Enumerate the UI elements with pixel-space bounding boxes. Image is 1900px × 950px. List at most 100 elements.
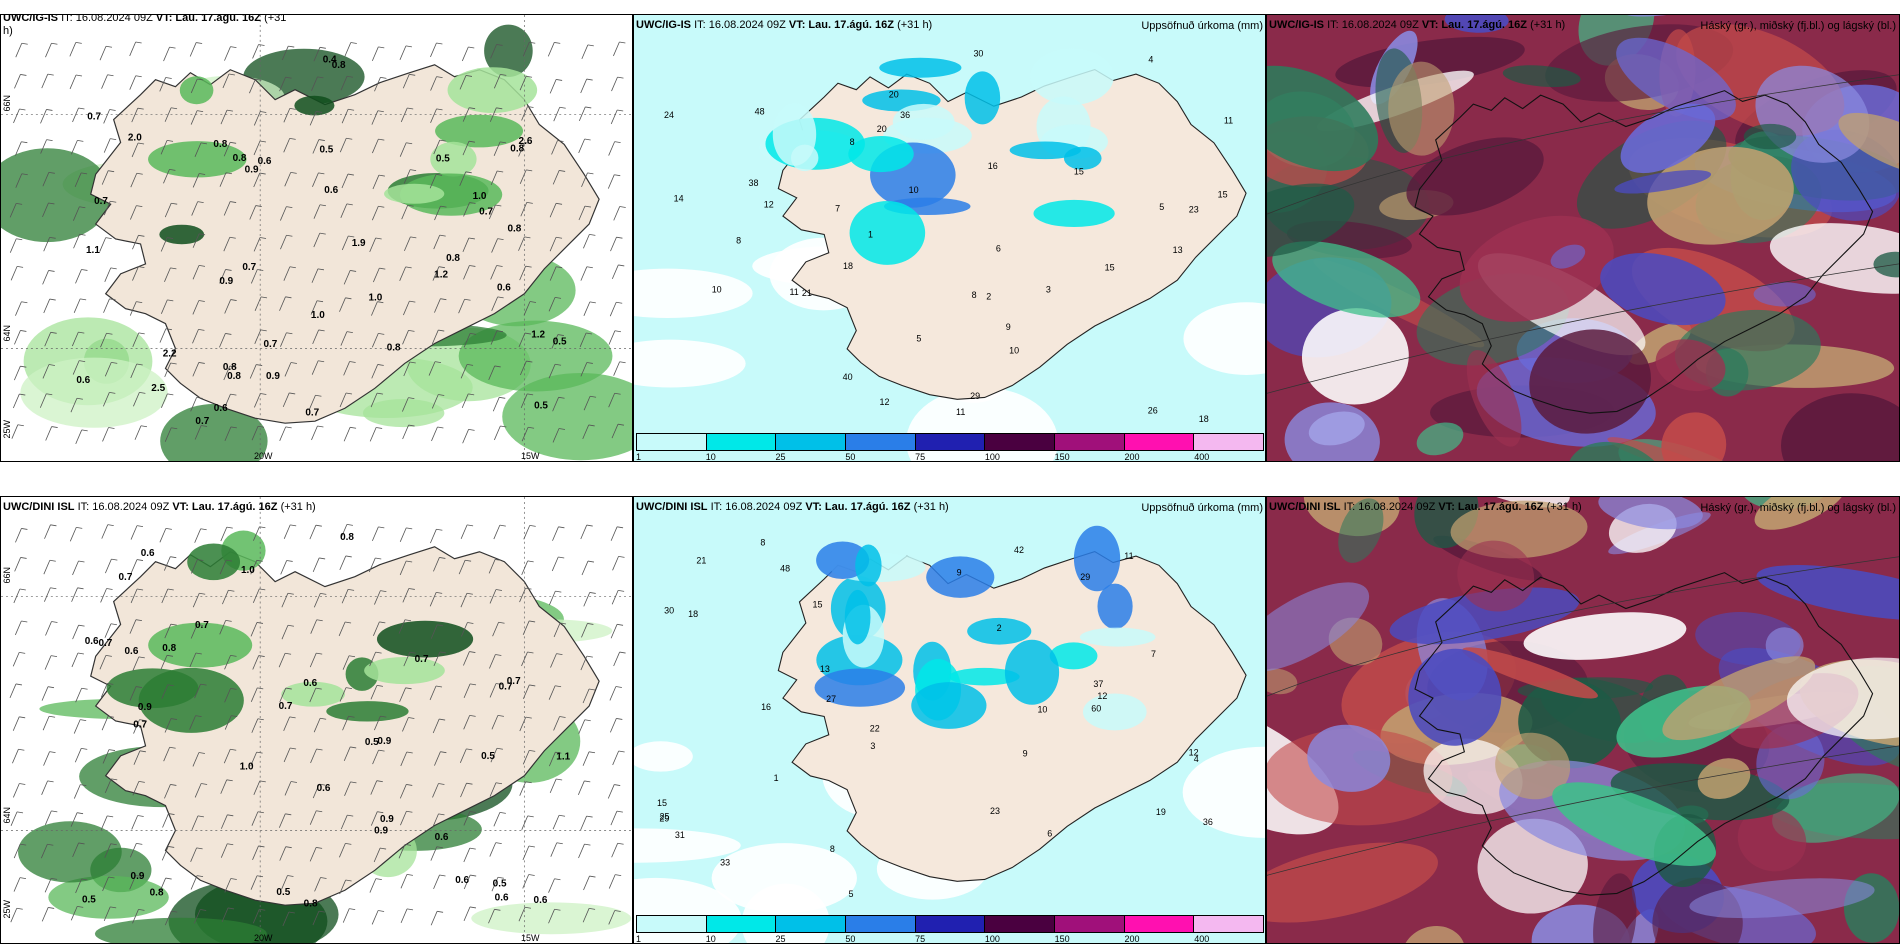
precip-value-label: 0.8 (507, 224, 521, 235)
wind-barb (371, 333, 385, 348)
precip-amount-label: 18 (843, 261, 853, 271)
precip-value-label: 0.8 (304, 898, 318, 909)
dry-area (634, 741, 693, 772)
wind-barb (608, 141, 621, 156)
wind-barb (250, 687, 264, 702)
wind-barb (224, 715, 238, 730)
wind-barb (583, 301, 596, 316)
wind-barb (403, 361, 416, 377)
wind-barb (371, 205, 385, 221)
wind-barb (190, 847, 203, 862)
cloud-header-top: UWC/IG-IS IT: 16.08.2024 09Z VT: Lau. 17… (1269, 19, 1565, 32)
valid-time: VT: Lau. 17.ágú. 16Z (155, 14, 261, 24)
wind-barb (72, 842, 85, 858)
wind-barb (251, 425, 265, 441)
precip-title-bottom: Uppsöfnuð úrkoma (mm) (1141, 502, 1263, 514)
wind-barb (434, 751, 447, 766)
precip-amount-label: 5 (849, 889, 854, 899)
wind-barb (223, 141, 237, 157)
wind-barb (282, 392, 296, 408)
colorbar-swatch (915, 916, 986, 932)
wind-barb (613, 651, 626, 667)
wind-barb (369, 237, 382, 253)
precip-amount-label: 13 (1173, 245, 1183, 255)
wind-barb (69, 74, 83, 90)
wind-barb (69, 42, 82, 57)
wind-barb (192, 264, 206, 280)
wind-barb (550, 653, 563, 668)
wind-barb (430, 76, 443, 91)
lead-time: (+31 h) (1530, 19, 1566, 31)
wind-barb (402, 397, 415, 412)
colorbar-swatch (706, 916, 777, 932)
wind-barb (518, 906, 531, 922)
precip-amount-label: 26 (1148, 405, 1158, 415)
precip-amount-label: 24 (664, 110, 674, 120)
wind-barb (103, 298, 116, 313)
precip-value-label: 0.8 (223, 362, 237, 373)
wind-barb (75, 878, 88, 894)
wind-barb (250, 751, 263, 767)
precip-amount-label: 4 (1148, 54, 1153, 64)
wind-barb (45, 42, 58, 58)
wind-barb (430, 910, 444, 926)
wind-barb (552, 396, 565, 412)
wind-barb (463, 847, 476, 863)
wind-barb (161, 684, 174, 699)
precip-value-label: 0.7 (119, 572, 133, 583)
wind-barb (191, 559, 204, 574)
wind-barb (580, 815, 593, 831)
lead-time: (+31 (264, 14, 287, 24)
cloud-layer-blob (1567, 441, 1667, 461)
precip-value-label: 0.9 (245, 164, 259, 175)
wind-barb (130, 588, 144, 604)
wind-barb (461, 393, 475, 409)
precip-amount-label: 37 (1093, 679, 1103, 689)
wind-barb (164, 362, 177, 378)
wind-barb (164, 427, 178, 442)
precip-value-label: 0.7 (195, 620, 209, 631)
wind-barb (400, 874, 413, 889)
wind-barb (130, 525, 144, 540)
precip-amount-label: 20 (877, 124, 887, 134)
precip-map-top: 5881110201515163840482321302926242036181… (634, 15, 1265, 461)
wind-barb (459, 75, 473, 90)
precip-value-label: 0.9 (374, 826, 388, 837)
wind-barb (460, 592, 473, 608)
wind-barb (339, 687, 353, 702)
wind-barb (221, 907, 235, 923)
wind-barb (522, 749, 536, 765)
wind-barb (129, 842, 143, 858)
wind-barb (309, 394, 322, 410)
precip-amount-label: 6 (996, 244, 1001, 254)
precip-amount-label: 12 (764, 199, 774, 209)
wind-barb (399, 527, 413, 542)
precip-value-label: 0.8 (387, 342, 401, 353)
wind-barb (104, 361, 118, 377)
wind-barb (163, 46, 176, 62)
wind-barb (41, 907, 55, 922)
init-time: IT: 16.08.2024 09Z (694, 19, 786, 31)
precip-value-label: 1.0 (240, 761, 254, 772)
wind-barb (309, 111, 323, 126)
wind-barb (41, 686, 55, 701)
wind-barb (70, 397, 83, 413)
wind-barb (313, 204, 326, 219)
wind-barb (192, 362, 205, 377)
wind-barb (104, 623, 117, 638)
precip-amount-label: 40 (843, 372, 853, 382)
wind-barb (40, 109, 53, 124)
wind-barb (552, 814, 566, 830)
colorbar-tick-label: 10 (705, 934, 716, 944)
wind-barb (608, 910, 621, 925)
precip-amount-label: 10 (909, 185, 919, 195)
boundary-line (1267, 745, 1899, 876)
moisture-blob (326, 701, 409, 722)
wind-barb (343, 270, 357, 285)
wind-barb (9, 238, 23, 253)
wind-barb (15, 42, 28, 58)
precip-value-label: 2.0 (128, 132, 142, 143)
wind-barb (71, 331, 85, 347)
wind-barb (490, 747, 503, 763)
precip-value-label: 0.7 (133, 719, 147, 730)
